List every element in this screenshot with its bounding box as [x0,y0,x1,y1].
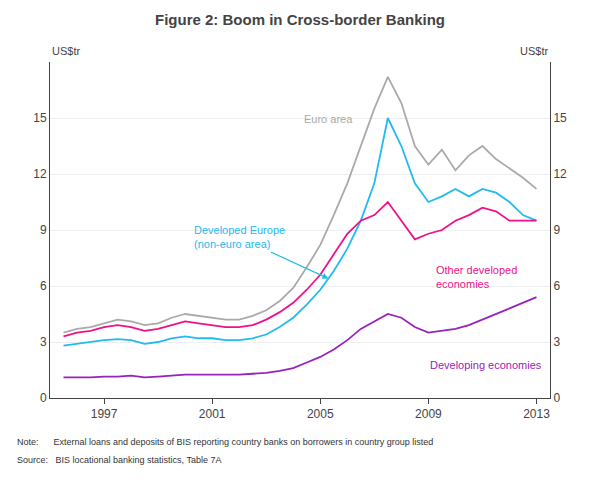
svg-text:1997: 1997 [91,407,118,421]
svg-text:15: 15 [33,111,47,125]
svg-text:0: 0 [553,391,560,405]
svg-text:9: 9 [553,223,560,237]
svg-text:3: 3 [553,335,560,349]
svg-text:9: 9 [40,223,47,237]
svg-text:Developing economies: Developing economies [430,359,542,371]
svg-text:US$tr: US$tr [52,45,80,57]
svg-text:Figure 2: Boom in Cross-border: Figure 2: Boom in Cross-border Banking [155,11,445,28]
svg-text:3: 3 [40,335,47,349]
svg-text:Source: BIS locational banki: Source: BIS locational banking statistic… [17,455,221,465]
svg-text:US$tr: US$tr [520,45,548,57]
svg-text:6: 6 [40,279,47,293]
svg-text:15: 15 [553,111,567,125]
svg-text:Developed Europe(non-euro area: Developed Europe(non-euro area) [194,224,285,250]
svg-text:12: 12 [553,167,567,181]
svg-text:2001: 2001 [199,407,226,421]
svg-text:Euro area: Euro area [304,113,353,125]
svg-text:2005: 2005 [307,407,334,421]
svg-text:0: 0 [40,391,47,405]
svg-text:6: 6 [553,279,560,293]
svg-text:Other developedeconomies: Other developedeconomies [436,264,517,290]
svg-text:2009: 2009 [415,407,442,421]
svg-text:12: 12 [33,167,47,181]
svg-text:2013: 2013 [523,407,550,421]
svg-text:Note: External loans and: Note: External loans and deposits of BIS… [17,437,433,447]
